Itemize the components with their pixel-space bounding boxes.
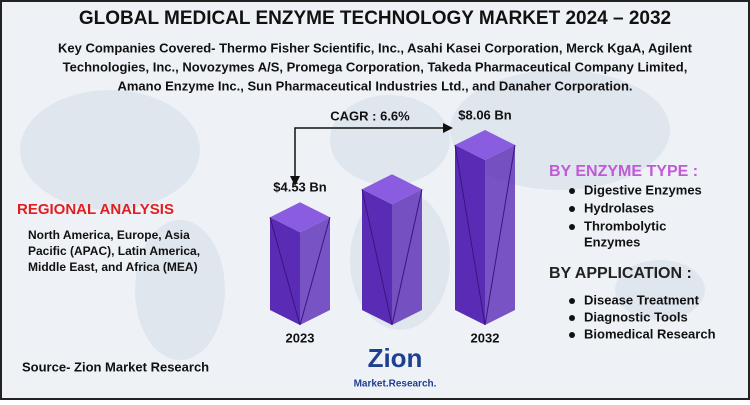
- bar-top: [270, 202, 330, 233]
- bar: [454, 130, 516, 326]
- value-label: $8.06 Bn: [458, 107, 512, 122]
- logo-name: Zion: [368, 343, 423, 373]
- cagr-label: CAGR : 6.6%: [330, 108, 410, 123]
- application-item: Diagnostic Tools: [584, 309, 688, 324]
- bar-edge: [484, 144, 516, 326]
- arrow-head: [290, 176, 300, 186]
- regional-text: North America, Europe, Asia: [28, 228, 190, 242]
- source: Source- Zion Market Research: [22, 359, 209, 374]
- bullet: [569, 332, 575, 338]
- enzyme-heading: BY ENZYME TYPE :: [549, 163, 698, 180]
- bar-top: [362, 174, 422, 205]
- bullet: [569, 206, 575, 212]
- bar-edge: [269, 217, 301, 326]
- application-item: Disease Treatment: [584, 292, 700, 307]
- subtitle-line: Technologies, Inc., Novozymes A/S, Prome…: [63, 59, 688, 74]
- x-label: 2032: [471, 330, 500, 345]
- regional-text: Pacific (APAC), Latin America,: [28, 244, 200, 258]
- logo-tagline: Market.Research.: [354, 379, 437, 390]
- bullet: [569, 315, 575, 321]
- arrow-head: [443, 123, 453, 133]
- regional-heading: REGIONAL ANALYSIS: [17, 201, 174, 218]
- bar-edge: [299, 217, 331, 326]
- x-label: 2023: [286, 330, 315, 345]
- bar-top: [455, 130, 515, 160]
- bar-edge: [454, 144, 486, 326]
- bar: [269, 202, 331, 326]
- bullet: [569, 298, 575, 304]
- bullet: [569, 224, 575, 230]
- subtitle-line: Key Companies Covered- Thermo Fisher Sci…: [58, 40, 693, 55]
- enzyme-item: Digestive Enzymes: [584, 182, 702, 197]
- regional-text: Middle East, and Africa (MEA): [28, 260, 198, 274]
- enzyme-item: Thrombolytic: [584, 218, 666, 233]
- bar-edge: [361, 189, 393, 326]
- cagr-line: [294, 127, 445, 178]
- bullet: [569, 188, 575, 194]
- enzyme-item: Enzymes: [584, 234, 640, 249]
- application-heading: BY APPLICATION :: [549, 265, 692, 282]
- bar: [361, 174, 423, 326]
- bar-edge: [391, 189, 423, 326]
- value-label: $4.53 Bn: [273, 180, 327, 195]
- enzyme-item: Hydrolases: [584, 200, 654, 215]
- subtitle-line: Amano Enzyme Inc., Sun Pharmaceutical In…: [117, 78, 632, 93]
- title: GLOBAL MEDICAL ENZYME TECHNOLOGY MARKET …: [79, 8, 671, 29]
- application-item: Biomedical Research: [584, 326, 716, 341]
